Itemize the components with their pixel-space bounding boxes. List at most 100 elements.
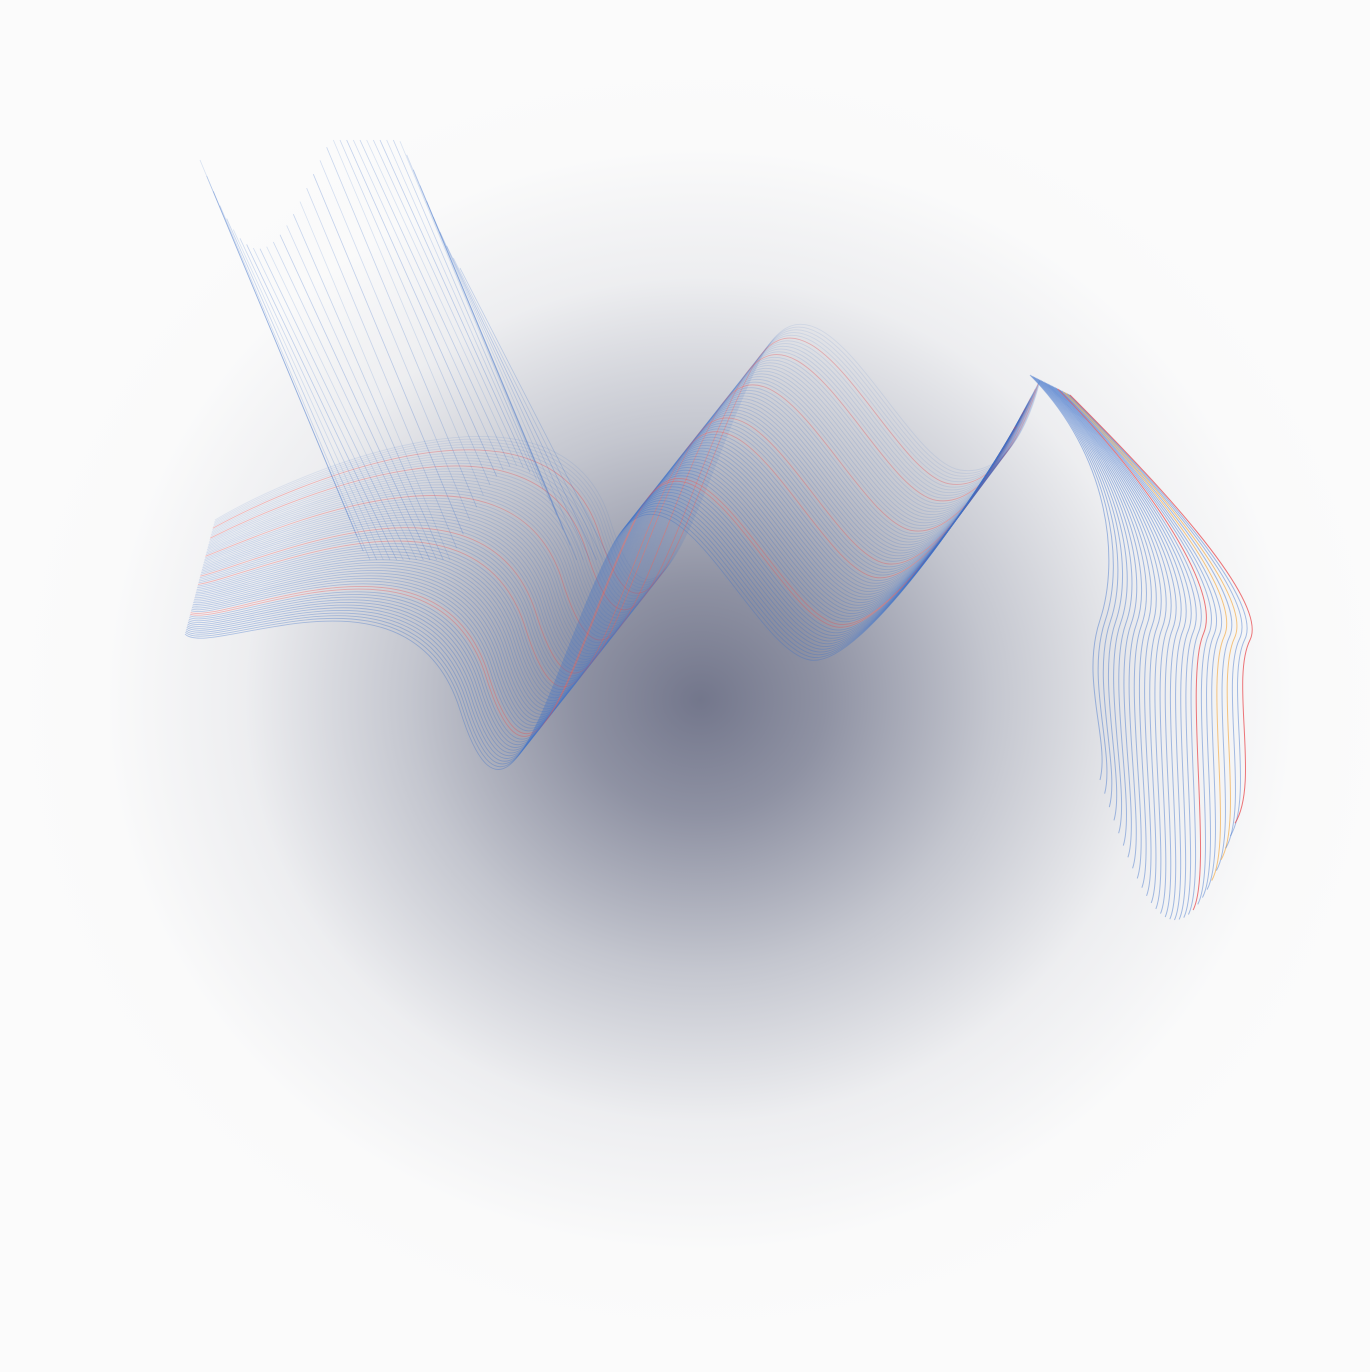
top-streak bbox=[332, 139, 484, 496]
top-streak bbox=[439, 231, 591, 561]
top-streak bbox=[359, 139, 511, 467]
ribbon-strand bbox=[208, 365, 1034, 622]
ribbon-strand bbox=[204, 387, 1031, 644]
ribbon-strand bbox=[207, 368, 1034, 625]
ribbon-strand bbox=[188, 429, 1015, 746]
ribbon-strand bbox=[190, 426, 1016, 737]
tail-strand bbox=[1058, 389, 1212, 905]
top-streak bbox=[272, 241, 424, 561]
ribbon-strand bbox=[201, 404, 1028, 663]
tail-strand bbox=[1069, 394, 1253, 824]
tail-strand bbox=[1050, 384, 1182, 920]
ribbon-strand bbox=[192, 421, 1019, 721]
ribbon-strand bbox=[186, 432, 1013, 757]
tail-strand bbox=[1046, 382, 1167, 910]
tail-strand bbox=[1059, 389, 1217, 898]
ribbon-strand bbox=[200, 406, 1027, 669]
top-streak bbox=[299, 201, 451, 561]
ribbon-strand bbox=[214, 326, 1041, 583]
ribbon-strand bbox=[207, 370, 1034, 627]
ribbon-strand bbox=[213, 332, 1040, 589]
ribbon-strand bbox=[196, 415, 1022, 699]
ribbon-strand bbox=[195, 416, 1022, 702]
ribbon-strand bbox=[203, 395, 1030, 652]
top-streak bbox=[446, 245, 598, 561]
ribbon-strand bbox=[211, 343, 1038, 600]
ribbon-strand bbox=[214, 324, 1041, 580]
ribbon-strand bbox=[210, 354, 1036, 611]
tail-strand bbox=[1066, 393, 1243, 849]
tail-strand bbox=[1048, 384, 1177, 918]
tail-strand bbox=[1042, 380, 1152, 888]
top-streak bbox=[412, 169, 564, 530]
ribbon-strand bbox=[195, 416, 1021, 704]
top-streak bbox=[246, 244, 398, 561]
tail-strand bbox=[1029, 374, 1110, 781]
ribbon-strand bbox=[206, 376, 1033, 633]
top-streak bbox=[386, 139, 538, 480]
ribbon-strand bbox=[208, 362, 1035, 619]
tail-strand bbox=[1037, 378, 1138, 858]
ribbon-strand bbox=[189, 427, 1016, 740]
ribbon-strand bbox=[203, 398, 1029, 655]
top-streak bbox=[319, 160, 471, 521]
top-streak bbox=[432, 216, 584, 561]
top-streak bbox=[379, 139, 531, 473]
ribbon-strand bbox=[190, 425, 1017, 732]
tail-strand bbox=[1061, 390, 1222, 890]
ribbon-strand bbox=[186, 433, 1013, 759]
tail-strand bbox=[1036, 378, 1133, 846]
ribbon-strand bbox=[192, 422, 1018, 724]
top-streak bbox=[406, 154, 558, 515]
ribbon-strand bbox=[187, 431, 1013, 754]
top-streak bbox=[259, 248, 411, 561]
top-streak bbox=[226, 218, 378, 561]
top-streak bbox=[306, 187, 458, 549]
ribbon-strand bbox=[210, 348, 1037, 605]
ribbon-strand bbox=[206, 373, 1033, 630]
top-streak bbox=[426, 201, 578, 561]
ribbon-strand bbox=[209, 359, 1035, 616]
ribbon-strand bbox=[187, 430, 1014, 751]
top-streak bbox=[372, 139, 524, 468]
ribbon-strand bbox=[211, 346, 1037, 603]
ribbon-strand bbox=[205, 382, 1032, 638]
top-streak bbox=[352, 139, 504, 471]
tail-strand bbox=[1047, 383, 1172, 914]
top-streak bbox=[232, 229, 384, 561]
ribbon-strand bbox=[193, 421, 1019, 718]
ribbon-strand bbox=[194, 417, 1021, 707]
ribbon-strand bbox=[186, 434, 1012, 762]
tail-strand bbox=[1062, 391, 1228, 881]
ribbon-strand bbox=[212, 337, 1039, 594]
top-streak bbox=[452, 257, 604, 561]
ribbon-strand bbox=[205, 384, 1031, 641]
top-streak bbox=[206, 175, 358, 537]
tail-strand bbox=[1054, 387, 1197, 918]
ribbon-strand bbox=[213, 335, 1039, 591]
top-streak bbox=[339, 139, 491, 485]
ribbon-strand bbox=[185, 435, 1012, 765]
ribbon-strand bbox=[210, 351, 1037, 608]
top-streak bbox=[266, 246, 418, 561]
top-streak bbox=[252, 247, 404, 561]
tail-strand bbox=[1055, 387, 1202, 915]
ribbon-strand bbox=[188, 430, 1014, 748]
ribbon-strand bbox=[200, 407, 1026, 674]
ribbon-strand bbox=[193, 420, 1020, 715]
ribbon-strand bbox=[191, 424, 1017, 729]
top-streak bbox=[346, 139, 498, 477]
tail-strand bbox=[1040, 380, 1147, 879]
top-streak bbox=[326, 147, 478, 508]
ribbon-strand bbox=[202, 401, 1029, 658]
ribbon-strand bbox=[204, 390, 1030, 647]
tail-strand bbox=[1057, 388, 1207, 911]
ribbon-strand bbox=[199, 409, 1025, 680]
ribbon-strand bbox=[189, 428, 1015, 743]
tail-strand bbox=[1032, 376, 1119, 808]
ribbon-strand bbox=[197, 413, 1023, 693]
top-streak bbox=[366, 139, 518, 466]
top-streak bbox=[399, 141, 551, 502]
ribbon-strand bbox=[199, 408, 1026, 677]
